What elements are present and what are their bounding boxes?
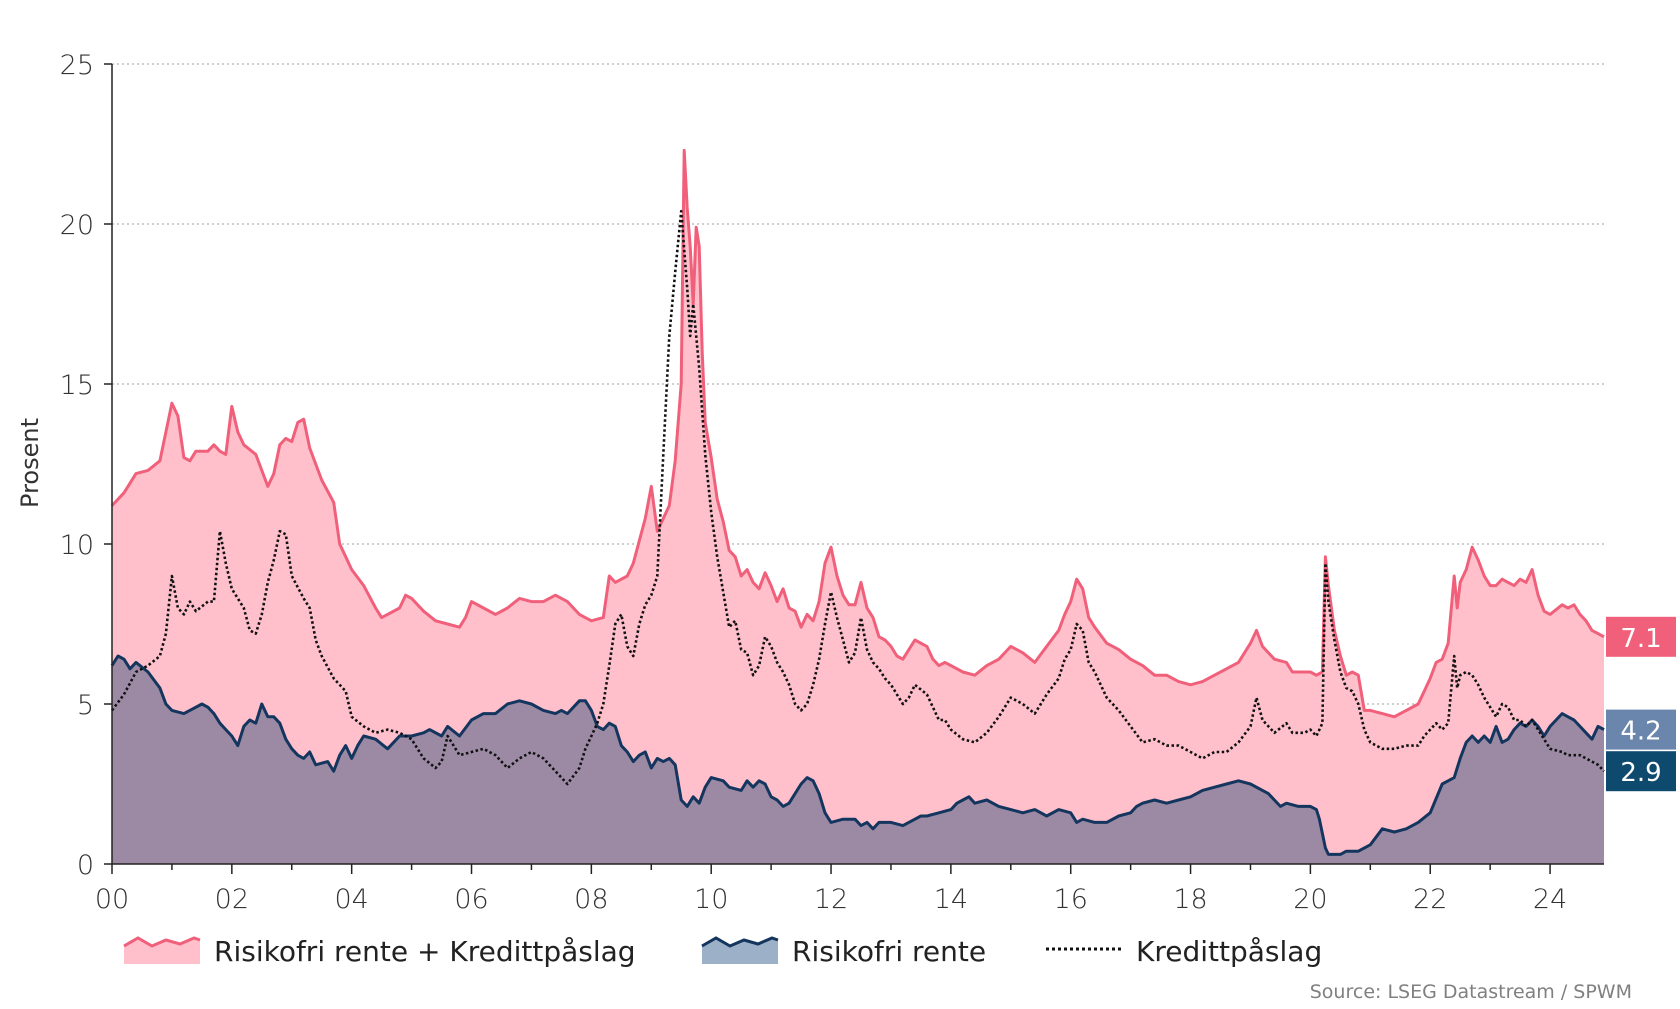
legend-swatch-line (701, 936, 779, 948)
legend-item-2: Risikofri rente (701, 935, 986, 968)
x-tick-label: 24 (1533, 884, 1567, 915)
legend-swatch-line (123, 936, 201, 948)
x-tick-label: 08 (574, 884, 608, 915)
line-kredittpaslag (110, 209, 1605, 786)
end-label-box (1606, 616, 1676, 657)
area-risikofri-rente (112, 656, 1604, 864)
x-tick-label: 14 (934, 884, 968, 915)
y-tick-label: 25 (60, 50, 94, 81)
y-tick-label: 10 (60, 530, 94, 561)
x-tick-label: 16 (1054, 884, 1088, 915)
x-tick-label: 06 (454, 884, 488, 915)
end-label-text: 2.9 (1620, 758, 1661, 788)
end-label-text: 7.1 (1620, 624, 1661, 654)
x-tick-label: 22 (1413, 884, 1447, 915)
end-label-2: 4.2 (1606, 709, 1676, 750)
legend-label: Kredittpåslag (1136, 935, 1322, 968)
legend-label: Risikofri rente + Kredittpåslag (214, 935, 636, 968)
end-label-box (1606, 751, 1676, 792)
line-risikofri-rente-pluss-kredittpaslag (110, 148, 1605, 719)
y-axis-label: Prosent (16, 418, 44, 508)
x-tick-label: 10 (694, 884, 728, 915)
legend-item-3: Kredittpåslag (1046, 935, 1322, 968)
end-label-text: 4.2 (1620, 717, 1661, 747)
x-tick-label: 18 (1173, 884, 1207, 915)
end-labels: 7.1 4.2 2.9 (1606, 616, 1676, 792)
axes: 0 5 10 15 20 25 00 02 04 06 08 10 12 14 16 18 20 22 24 (60, 50, 1604, 915)
y-tick-label: 20 (60, 210, 94, 241)
series-lines (110, 148, 1605, 856)
series-areas (112, 150, 1604, 864)
legend: Risikofri rente + Kredittpåslag Risikofri… (123, 935, 1322, 968)
end-label-box (1606, 709, 1676, 750)
x-tick-label: 00 (95, 884, 129, 915)
x-tick-label: 12 (814, 884, 848, 915)
end-label-1: 7.1 (1606, 616, 1676, 657)
source-note: Source: LSEG Datastream / SPWM (1310, 981, 1632, 1003)
x-tick-label: 02 (215, 884, 249, 915)
y-tick-label: 15 (60, 370, 94, 401)
x-tick-label: 20 (1293, 884, 1327, 915)
line-risikofri-rente (110, 654, 1605, 856)
y-tick-label: 5 (77, 690, 94, 721)
end-label-3: 2.9 (1606, 751, 1676, 792)
area-risikofri-rente-pluss-kredittpaslag (112, 150, 1604, 864)
x-tick-label: 04 (334, 884, 368, 915)
y-tick-label: 0 (77, 850, 94, 881)
legend-item-1: Risikofri rente + Kredittpåslag (123, 935, 636, 968)
legend-label: Risikofri rente (792, 935, 986, 968)
